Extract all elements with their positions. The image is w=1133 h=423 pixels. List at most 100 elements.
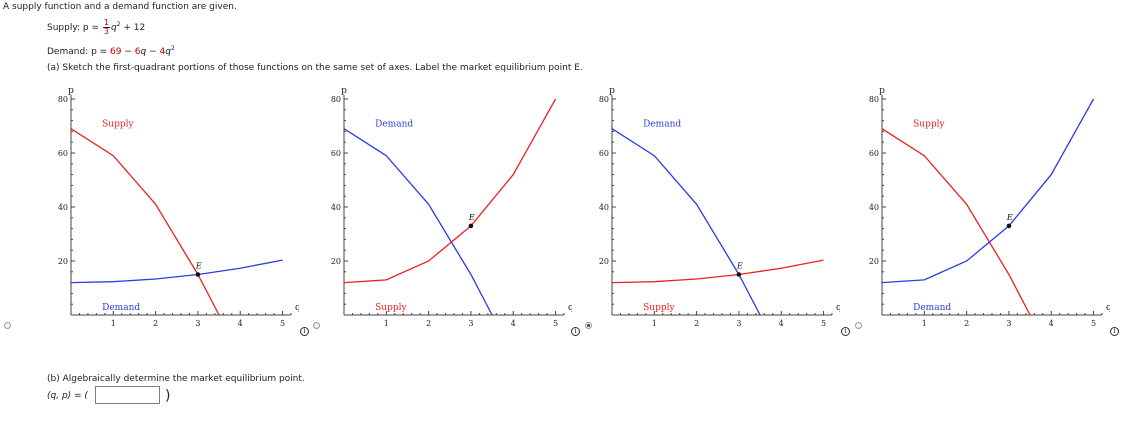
supply-eq-numerator: 1 [102,18,110,28]
x-tick-label: 2 [153,319,158,328]
series-line-supply [343,98,557,284]
series-line-supply [881,128,1031,316]
supply-eq-label: Supply: [47,23,83,33]
series-line-demand [343,128,493,316]
series-label: Demand [643,119,681,129]
equilibrium-label: E [1006,213,1013,222]
x-tick-label: 5 [280,319,285,328]
supply-eq-denominator: 3 [103,27,109,36]
y-axis-label: p [879,86,885,96]
info-icon[interactable]: i [1110,327,1119,336]
supply-eq-exp: 2 [116,21,121,28]
y-axis-label: p [609,86,615,96]
demand-eq-c3: 4 [159,47,166,57]
graph-option-4: 1 2 3 4 5 20 40 60 80 q p Supply Demand E [869,86,1110,328]
series-line-demand [611,128,761,316]
y-tick-label: 40 [331,203,341,212]
y-tick-label: 60 [58,149,68,158]
part-b-prompt: (b) Algebraically determine the market e… [47,374,305,384]
demand-eq-label: Demand: [47,47,92,57]
y-tick-label: 20 [599,257,609,266]
info-icon[interactable]: i [841,327,850,336]
series-label: Supply [375,303,407,313]
answer-input[interactable] [95,386,160,404]
series-label: Demand [102,303,140,313]
series-line-demand [70,259,283,284]
x-tick-label: 2 [426,319,431,328]
demand-eq-c1: 69 [110,47,122,57]
x-axis-label: q [836,303,840,313]
series-label: Demand [913,303,951,313]
demand-eq-minus1: − [121,47,135,57]
demand-eq-minus2: − [146,47,160,57]
series-line-demand [881,98,1095,284]
x-tick-label: 4 [511,319,516,328]
y-tick-label: 40 [869,203,879,212]
x-tick-label: 3 [195,319,200,328]
x-tick-label: 3 [1006,319,1011,328]
series-label: Supply [643,303,675,313]
y-tick-label: 20 [58,257,68,266]
demand-eq-c2: 6 [134,47,141,57]
info-icon[interactable]: i [571,327,580,336]
y-tick-label: 60 [331,149,341,158]
answer-prefix: (q, p) = ( [47,391,88,401]
part-a-prompt: (a) Sketch the first-quadrant portions o… [47,63,583,73]
equilibrium-label: E [195,262,202,271]
demand-eq-lhs: p = [91,47,111,57]
x-tick-label: 1 [384,319,389,328]
y-tick-label: 80 [58,95,68,104]
series-label: Demand [375,119,413,129]
supply-eq-rest: + 12 [120,23,146,33]
y-tick-label: 80 [331,95,341,104]
y-axis-label: p [341,86,347,96]
demand-eq-var2: q [165,47,171,57]
y-tick-label: 60 [869,149,879,158]
x-tick-label: 3 [468,319,473,328]
x-axis-label: q [568,303,572,313]
x-axis-label: q [1106,303,1110,313]
graph-option-1: 1 2 3 4 5 20 40 60 80 q p Supply Demand E [58,86,299,328]
equilibrium-label: E [736,262,743,271]
x-tick-label: 5 [553,319,558,328]
x-axis-label: q [295,303,299,313]
series-label: Supply [102,119,134,129]
demand-equation: Demand: p = 69 − 6q − 4q2 [47,45,175,57]
option-radio-1[interactable] [4,322,11,329]
equilibrium-label: E [468,213,475,222]
x-tick-label: 4 [238,319,243,328]
equilibrium-point [195,272,201,277]
y-axis-label: p [68,86,74,96]
demand-eq-exp: 2 [170,45,175,52]
equilibrium-point [736,272,742,277]
option-radio-3[interactable] [585,322,592,329]
graph-option-2: 1 2 3 4 5 20 40 60 80 q p Demand Supply E [331,86,572,328]
equilibrium-point [1006,223,1012,229]
option-radio-4[interactable] [855,322,862,329]
x-tick-label: 2 [964,319,969,328]
equilibrium-point [468,223,474,229]
y-tick-label: 40 [58,203,68,212]
x-tick-label: 1 [652,319,657,328]
option-radio-2[interactable] [313,322,320,329]
y-tick-label: 80 [869,95,879,104]
graph-option-3: 1 2 3 4 5 20 40 60 80 q p Demand Supply E [599,86,840,328]
y-tick-label: 40 [599,203,609,212]
intro-text: A supply function and a demand function … [3,2,237,12]
series-label: Supply [913,119,945,129]
x-tick-label: 1 [922,319,927,328]
x-tick-label: 2 [694,319,699,328]
supply-eq-var: q [111,23,117,33]
x-tick-label: 4 [1049,319,1054,328]
y-tick-label: 20 [869,257,879,266]
x-tick-label: 5 [1091,319,1096,328]
info-icon[interactable]: i [300,327,309,336]
y-tick-label: 20 [331,257,341,266]
series-line-supply [611,259,824,284]
x-tick-label: 4 [779,319,784,328]
x-tick-label: 3 [736,319,741,328]
y-tick-label: 60 [599,149,609,158]
x-tick-label: 5 [821,319,826,328]
series-line-supply [70,128,220,316]
